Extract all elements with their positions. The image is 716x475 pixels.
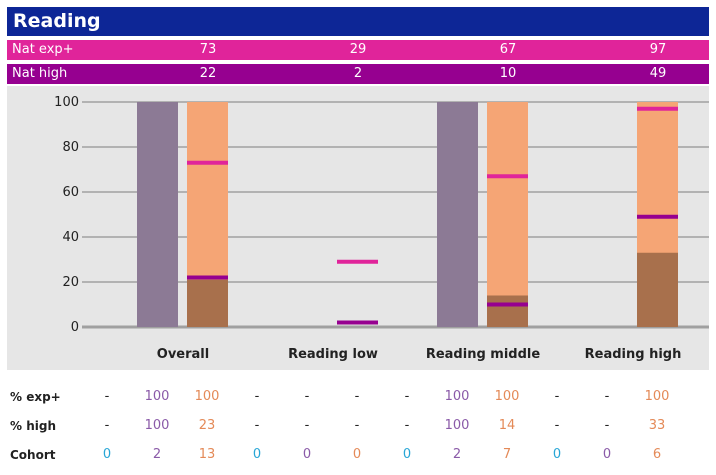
cell: -	[554, 389, 560, 404]
y-tick-label: 100	[54, 95, 79, 110]
nat-exp-value: 67	[499, 42, 517, 57]
nat-high-value: 49	[649, 66, 667, 81]
nat-high-marker	[337, 320, 378, 325]
row-label-cohort: Cohort	[10, 448, 56, 462]
chart: 0 20 40 60 80 100 Overall Reading low Reading mi…	[7, 86, 709, 370]
cell: 0	[302, 447, 312, 462]
cell: -	[354, 389, 360, 404]
cell: -	[404, 418, 410, 433]
cell: -	[254, 418, 260, 433]
category-label: Overall	[157, 347, 209, 362]
cell: -	[604, 389, 610, 404]
title-bar: Reading	[7, 7, 709, 36]
cell: 0	[402, 447, 412, 462]
y-tick-label: 40	[62, 230, 79, 245]
cell: 2	[152, 447, 162, 462]
nat-high-marker	[487, 302, 528, 307]
cell: -	[104, 418, 110, 433]
category-label: Reading low	[288, 347, 378, 362]
cell: 0	[352, 447, 362, 462]
cell: 100	[444, 389, 470, 404]
y-tick-label: 0	[71, 320, 79, 335]
cell: -	[254, 389, 260, 404]
category-label: Reading high	[585, 347, 682, 362]
cell: -	[104, 389, 110, 404]
cell: 100	[194, 389, 220, 404]
nat-exp-marker	[637, 106, 678, 111]
cell: 0	[102, 447, 112, 462]
nat-exp-marker	[337, 259, 378, 264]
high-bar	[637, 252, 678, 327]
nat-high-bar: Nat high 22 2 10 49	[7, 64, 709, 84]
school-bar	[137, 102, 178, 327]
cell: 2	[452, 447, 462, 462]
cell: 13	[198, 447, 216, 462]
nat-high-marker	[187, 275, 228, 280]
nat-high-value: 22	[199, 66, 217, 81]
cell: 33	[648, 418, 666, 433]
cell: 0	[252, 447, 262, 462]
y-tick-label: 80	[62, 140, 79, 155]
nat-exp-marker	[187, 160, 228, 165]
nat-high-value: 10	[499, 66, 517, 81]
nat-high-value: 2	[353, 66, 363, 81]
cell: -	[404, 389, 410, 404]
cell: -	[554, 418, 560, 433]
cell: -	[354, 418, 360, 433]
y-tick-label: 20	[62, 275, 79, 290]
nat-exp-value: 73	[199, 42, 217, 57]
nat-exp-value: 97	[649, 42, 667, 57]
row-label-high: % high	[10, 419, 56, 433]
school-bar	[437, 102, 478, 327]
row-label-exp: % exp+	[10, 390, 61, 404]
nat-exp-marker	[487, 174, 528, 179]
cell: 100	[144, 389, 170, 404]
cell: 100	[494, 389, 520, 404]
cell: 100	[644, 389, 670, 404]
cell: 7	[502, 447, 512, 462]
cell: 6	[652, 447, 662, 462]
exp-plus-bar	[487, 102, 528, 327]
cell: 100	[444, 418, 470, 433]
cell: -	[304, 389, 310, 404]
nat-exp-bar: Nat exp+ 73 29 67 97	[7, 40, 709, 60]
cell: 0	[602, 447, 612, 462]
cell: 100	[144, 418, 170, 433]
cell: -	[304, 418, 310, 433]
nat-high-marker	[637, 214, 678, 219]
nat-high-label: Nat high	[12, 66, 68, 81]
high-bar	[187, 279, 228, 327]
cell: 0	[552, 447, 562, 462]
nat-exp-value: 29	[349, 42, 367, 57]
cell: -	[604, 418, 610, 433]
category-label: Reading middle	[426, 347, 541, 362]
cell: 14	[498, 418, 516, 433]
high-bar	[487, 295, 528, 327]
cell: 23	[198, 418, 216, 433]
nat-exp-label: Nat exp+	[12, 42, 74, 57]
y-tick-label: 60	[62, 185, 79, 200]
page-title: Reading	[13, 10, 101, 32]
